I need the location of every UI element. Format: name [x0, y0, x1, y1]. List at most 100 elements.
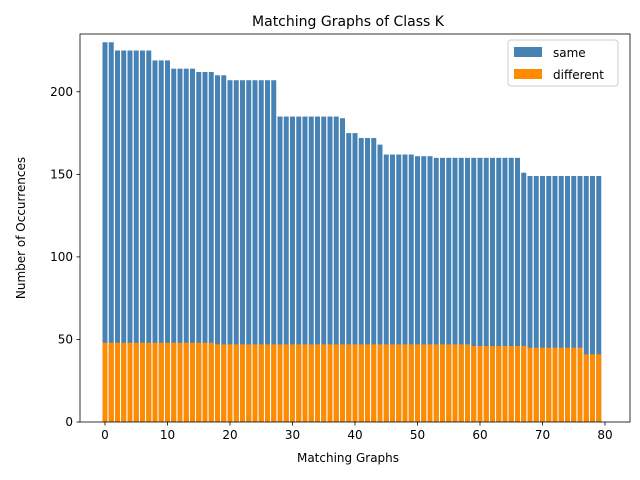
bar-different-69: [533, 347, 539, 422]
x-tick-label-0: 0: [101, 428, 109, 442]
bar-different-24: [252, 344, 258, 422]
bar-same-78: [590, 175, 595, 422]
bar-same-67: [521, 172, 527, 422]
bar-same-34: [315, 116, 320, 422]
bar-different-10: [165, 342, 170, 422]
bar-same-4: [127, 50, 133, 422]
x-tick-label-60: 60: [472, 428, 487, 442]
bar-same-5: [133, 50, 139, 422]
bar-different-62: [490, 346, 495, 422]
bar-different-76: [577, 347, 583, 422]
bar-different-44: [377, 344, 383, 422]
bar-different-72: [552, 347, 558, 422]
bar-different-70: [540, 347, 545, 422]
bar-same-62: [490, 157, 495, 423]
bar-same-77: [583, 175, 589, 422]
bar-same-76: [577, 175, 583, 422]
bar-same-44: [377, 144, 383, 422]
bar-same-40: [352, 133, 358, 422]
bar-different-77: [583, 354, 589, 422]
bar-different-61: [483, 346, 489, 422]
bar-same-17: [208, 71, 214, 423]
bar-different-33: [308, 344, 314, 422]
bar-same-74: [565, 175, 570, 422]
bar-same-12: [177, 68, 183, 423]
y-tick-label-50: 50: [58, 332, 73, 346]
y-axis-label: Number of Occurrences: [14, 157, 28, 299]
bar-same-58: [465, 157, 470, 423]
bar-different-31: [296, 344, 302, 422]
bar-same-53: [433, 157, 439, 423]
bar-same-3: [121, 50, 127, 422]
y-tick-label-150: 150: [50, 167, 73, 181]
bar-same-27: [271, 80, 277, 422]
bar-different-39: [346, 344, 352, 422]
bar-same-13: [183, 68, 189, 423]
bar-same-2: [115, 50, 120, 422]
bar-same-79: [596, 175, 602, 422]
bar-different-74: [565, 347, 570, 422]
bar-different-41: [358, 344, 364, 422]
bar-different-6: [140, 342, 145, 422]
bar-same-15: [196, 71, 202, 423]
bar-same-23: [246, 80, 252, 422]
x-tick-label-80: 80: [597, 428, 612, 442]
bar-same-9: [158, 60, 164, 422]
bar-different-42: [365, 344, 370, 422]
bar-different-75: [571, 347, 577, 422]
bar-same-68: [527, 175, 533, 422]
bar-same-26: [265, 80, 270, 422]
legend-label-same: same: [553, 46, 586, 60]
bar-different-27: [271, 344, 277, 422]
bar-different-58: [465, 344, 470, 422]
x-tick-label-30: 30: [285, 428, 300, 442]
x-axis-ticks: 0 10 20 30 40 50 60 70 80: [101, 422, 613, 442]
bar-same-36: [327, 116, 333, 422]
x-tick-label-10: 10: [160, 428, 175, 442]
bar-same-71: [546, 175, 552, 422]
bar-same-20: [227, 80, 233, 422]
bar-different-16: [202, 342, 208, 422]
bar-same-24: [252, 80, 258, 422]
bar-different-26: [265, 344, 270, 422]
y-tick-label-0: 0: [65, 415, 73, 429]
bar-same-48: [402, 154, 408, 423]
series-different-bars: [102, 342, 602, 422]
y-axis-ticks: 0 50 100 150 200: [50, 85, 80, 429]
bar-different-59: [471, 346, 477, 422]
bar-same-46: [390, 154, 395, 423]
bar-different-34: [315, 344, 320, 422]
bar-different-23: [246, 344, 252, 422]
bar-different-51: [421, 344, 427, 422]
bar-same-42: [365, 138, 370, 422]
bar-same-28: [277, 116, 283, 422]
bar-different-57: [458, 344, 464, 422]
bar-same-6: [140, 50, 145, 422]
bar-same-73: [558, 175, 564, 422]
legend-swatch-same: [514, 47, 542, 57]
bar-same-64: [502, 157, 508, 423]
bar-different-38: [340, 344, 345, 422]
chart-title: Matching Graphs of Class K: [252, 14, 445, 30]
bar-different-71: [546, 347, 552, 422]
bar-same-66: [515, 157, 520, 423]
bar-same-57: [458, 157, 464, 423]
bar-same-39: [346, 133, 352, 422]
bar-same-10: [165, 60, 170, 422]
bar-different-46: [390, 344, 395, 422]
bar-same-33: [308, 116, 314, 422]
bar-different-7: [146, 342, 152, 422]
bar-same-31: [296, 116, 302, 422]
bar-different-49: [408, 344, 414, 422]
bar-different-37: [333, 344, 339, 422]
bar-different-52: [427, 344, 433, 422]
bar-same-0: [102, 42, 108, 423]
x-axis-label: Matching Graphs: [297, 451, 399, 465]
bar-same-50: [415, 156, 420, 423]
bar-same-32: [302, 116, 308, 422]
bar-same-59: [471, 157, 477, 423]
bar-same-16: [202, 71, 208, 423]
bar-same-56: [452, 157, 458, 423]
bar-same-30: [290, 116, 295, 422]
bar-same-49: [408, 154, 414, 423]
